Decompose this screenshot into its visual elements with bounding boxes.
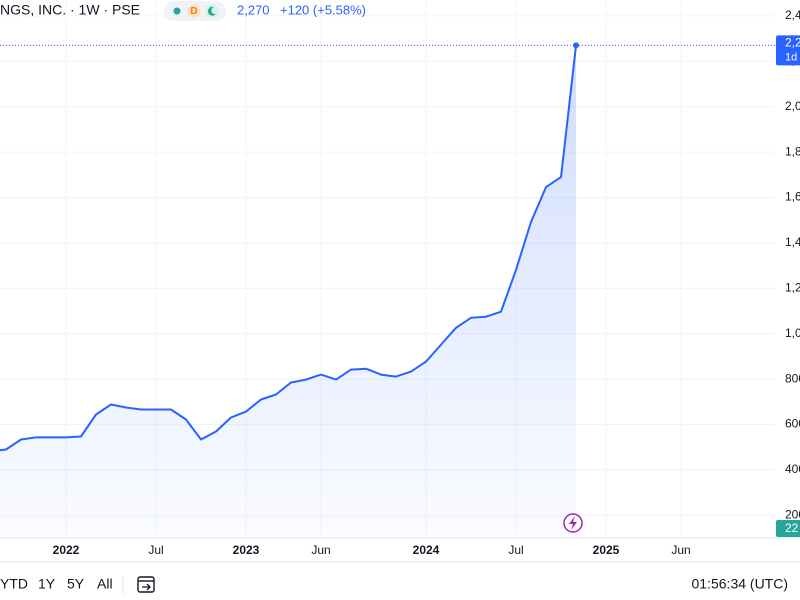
plot-area — [0, 42, 775, 538]
price-line — [0, 45, 577, 452]
y-tick-label: 200 — [785, 507, 800, 521]
y-tick-label: 2,400 — [785, 8, 800, 22]
calendar-icon[interactable] — [137, 576, 155, 593]
area-fill — [0, 45, 576, 538]
range-button[interactable]: 5Y — [67, 576, 85, 592]
y-tick-label: 1,000 — [785, 326, 800, 340]
price-change: +120 (+5.58%) — [280, 2, 366, 17]
x-tick-label: Jun — [311, 543, 330, 557]
session-badge — [205, 4, 219, 18]
market-dot — [173, 7, 181, 15]
symbol-title: NGS, INC. · 1W · PSE — [0, 2, 140, 18]
moon-icon — [207, 6, 216, 16]
toolbar: 01:56:34 (UTC) YTD 1Y 5Y All — [0, 576, 788, 594]
x-tick-label: 2023 — [233, 543, 260, 557]
calendar-arrow — [142, 583, 151, 591]
x-tick-label: Jul — [148, 543, 163, 557]
y-tick-label: 2,000 — [785, 99, 800, 113]
x-tick-label: 2024 — [413, 543, 440, 557]
last-price: 2,270 — [237, 2, 270, 17]
countdown-label: 1d — [785, 51, 797, 63]
calendar-button[interactable] — [137, 576, 155, 593]
x-tick-label: 2025 — [593, 543, 620, 557]
axes: 200 400 600 800 1,000 1,200 1,400 1,600 1,800 2,0… — [0, 8, 800, 563]
header: NGS, INC. · 1W · PSE D 2,270 +120 (+5.58… — [0, 1, 366, 21]
price-label-box — [776, 35, 800, 66]
y-tick-label: 400 — [785, 462, 800, 476]
volume-label: 22 — [785, 521, 799, 535]
y-tick-label: 800 — [785, 371, 800, 385]
range-button[interactable]: All — [97, 576, 113, 592]
x-tick-label: 2022 — [53, 543, 80, 557]
y-tick-label: 600 — [785, 417, 800, 431]
volume-label-box — [776, 520, 800, 537]
y-tick-label: 1,600 — [785, 190, 800, 204]
range-button[interactable]: 1Y — [38, 576, 56, 592]
price-label: 2,270 — [785, 36, 800, 50]
clock[interactable]: 01:56:34 (UTC) — [692, 576, 788, 592]
range-button[interactable]: YTD — [0, 576, 28, 592]
x-tick-label: Jun — [671, 543, 690, 557]
y-tick-label: 1,800 — [785, 144, 800, 158]
y-tick-label: 1,400 — [785, 235, 800, 249]
status-badge — [187, 4, 201, 18]
events-icon[interactable] — [563, 513, 583, 533]
last-point — [573, 42, 579, 49]
y-tick-label: 1,200 — [785, 280, 800, 294]
lightning — [569, 516, 577, 530]
x-tick-label: Jul — [508, 543, 523, 557]
status-letter: D — [190, 6, 197, 17]
